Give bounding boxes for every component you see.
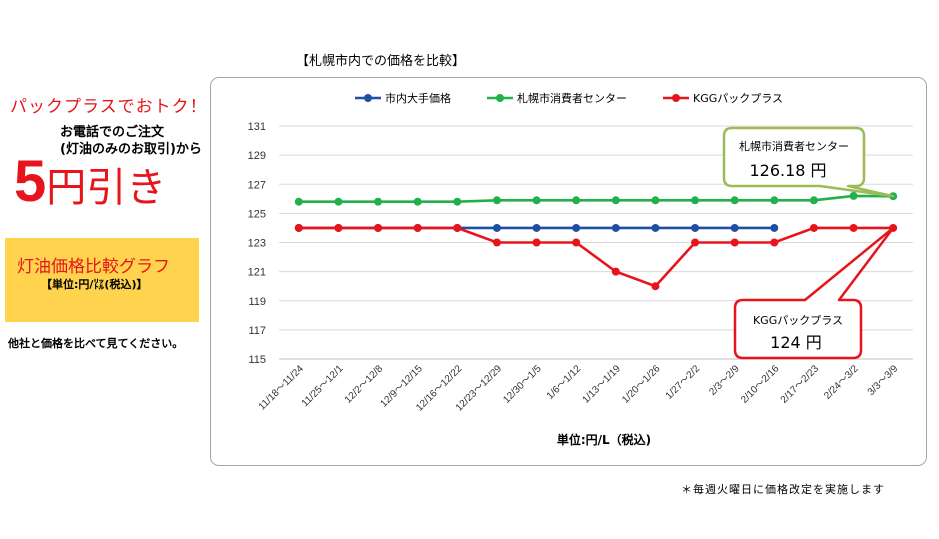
callout-green-label: 札幌市消費者センター <box>739 139 849 153</box>
x-axis-title: 単位:円/L（税込) <box>557 432 651 447</box>
graph-title-box: 灯油価格比較グラフ 【単位:円/㍑(税込)】 <box>5 238 199 322</box>
x-tick-label: 12/30～1/5 <box>501 363 544 406</box>
order-line-2: (灯油のみのお取引)から <box>60 142 202 157</box>
data-point <box>334 223 343 232</box>
data-point <box>611 223 620 232</box>
x-tick-label: 1/27～2/2 <box>664 363 703 402</box>
legend-label: 札幌市消費者センター <box>517 91 627 105</box>
data-point <box>611 196 620 205</box>
data-point <box>611 267 620 276</box>
y-tick-label: 127 <box>248 179 266 191</box>
data-point <box>730 196 739 205</box>
data-point <box>651 196 660 205</box>
footnote: ＊毎週火曜日に価格改定を実施します <box>681 483 885 496</box>
y-tick-label: 115 <box>248 354 266 366</box>
data-point <box>374 197 383 206</box>
y-tick-label: 121 <box>248 267 266 279</box>
compare-text: 他社と価格を比べて見てください。 <box>8 337 184 350</box>
data-point <box>849 223 858 232</box>
y-tick-label: 123 <box>248 238 266 250</box>
data-point <box>730 223 739 232</box>
data-point <box>334 197 343 206</box>
data-point <box>572 238 581 247</box>
data-point <box>770 238 779 247</box>
y-tick-label: 131 <box>248 121 266 133</box>
series-line-1 <box>298 194 894 204</box>
data-point <box>651 223 660 232</box>
promo-headline: パックプラスでおトク！ <box>10 97 208 117</box>
data-point <box>691 223 700 232</box>
data-point <box>770 223 779 232</box>
data-point <box>492 223 501 232</box>
data-point <box>532 223 541 232</box>
callout-green <box>722 126 895 198</box>
callout-green-value: 126.18 円 <box>749 161 826 180</box>
data-point <box>453 197 462 206</box>
legend-label: KGGパックプラス <box>693 92 783 105</box>
x-tick-label: 2/10～2/16 <box>739 363 782 406</box>
data-point <box>453 223 462 232</box>
x-tick-label: 1/6～1/12 <box>545 363 584 402</box>
data-point <box>413 197 422 206</box>
x-tick-label: 1/13～1/19 <box>581 363 624 406</box>
data-point <box>374 223 383 232</box>
data-point <box>849 191 858 200</box>
chart-title: 【札幌市内での価格を比較】 <box>296 54 466 69</box>
data-point <box>492 238 501 247</box>
data-point <box>691 238 700 247</box>
data-point <box>294 223 303 232</box>
x-tick-label: 2/24～3/2 <box>822 363 861 402</box>
data-point <box>572 196 581 205</box>
callout-red <box>733 226 895 360</box>
data-point <box>532 238 541 247</box>
discount-banner: 5円引き <box>14 148 166 215</box>
data-point <box>294 197 303 206</box>
legend-marker <box>496 94 504 102</box>
x-tick-label: 2/3～2/9 <box>707 363 742 398</box>
callout-red-value: 124 円 <box>770 333 822 352</box>
x-tick-label: 11/25～12/1 <box>300 363 346 409</box>
callout-red-label: KGGパックプラス <box>753 314 843 327</box>
graph-title: 灯油価格比較グラフ <box>17 257 170 277</box>
y-tick-label: 119 <box>248 296 266 308</box>
data-point <box>809 223 818 232</box>
legend-marker <box>672 94 680 102</box>
x-tick-label: 3/3～3/9 <box>866 363 901 398</box>
data-point <box>809 196 818 205</box>
y-tick-label: 129 <box>248 150 266 162</box>
legend-marker <box>364 94 372 102</box>
discount-number: 5 <box>14 149 47 214</box>
data-point <box>730 238 739 247</box>
discount-unit: 円引き <box>46 165 167 211</box>
graph-unit: 【単位:円/㍑(税込)】 <box>41 278 148 291</box>
legend-label: 市内大手価格 <box>385 91 451 105</box>
data-point <box>651 282 660 291</box>
data-point <box>572 223 581 232</box>
x-tick-label: 2/17～2/23 <box>779 363 822 406</box>
x-tick-label: 11/18～11/24 <box>257 363 306 412</box>
data-point <box>691 196 700 205</box>
x-tick-label: 1/20～1/26 <box>620 363 663 406</box>
order-line-1: お電話でのご注文 <box>60 125 165 140</box>
y-tick-label: 125 <box>248 208 266 220</box>
order-note: お電話でのご注文 (灯油のみのお取引)から <box>60 124 202 158</box>
data-point <box>532 196 541 205</box>
data-point <box>770 196 779 205</box>
data-point <box>413 223 422 232</box>
data-point <box>492 196 501 205</box>
y-tick-label: 117 <box>248 325 266 337</box>
x-tick-label: 12/2～12/8 <box>343 363 386 406</box>
series-line-2 <box>298 226 894 288</box>
